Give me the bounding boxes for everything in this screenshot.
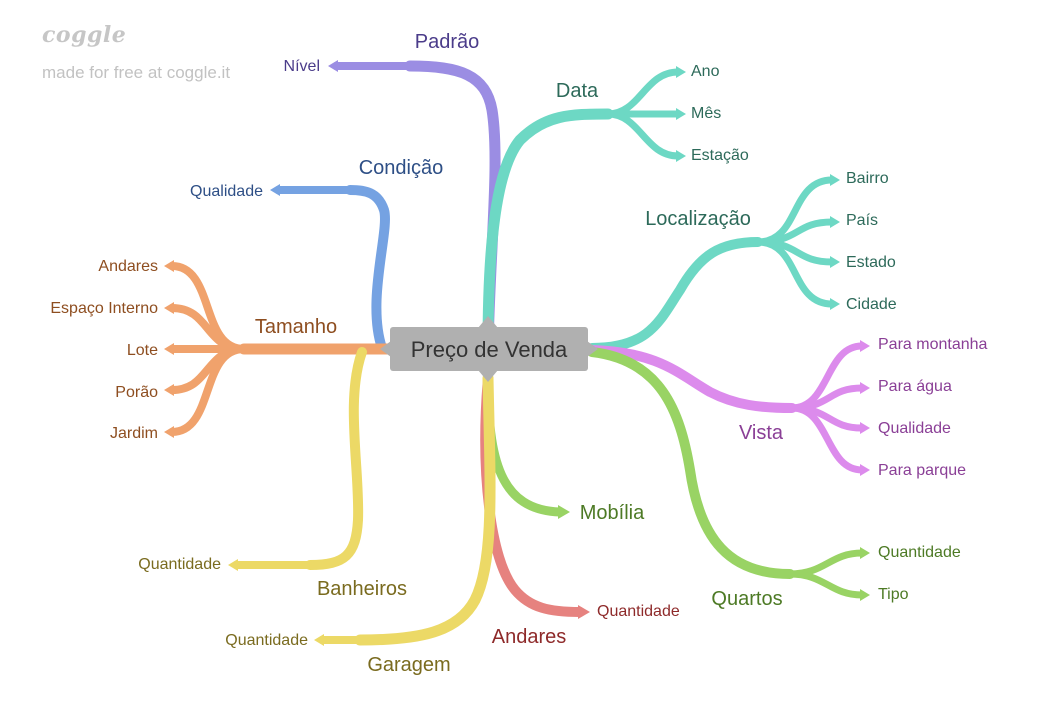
leaf-garagem-quantidade[interactable]: Quantidade: [225, 632, 308, 649]
leaf-vista-qualidade[interactable]: Qualidade: [878, 420, 951, 437]
branch-vista-label[interactable]: Vista: [739, 422, 784, 444]
branch-condicao-label[interactable]: Condição: [359, 157, 444, 179]
leaf-localizacao-pais[interactable]: País: [846, 212, 878, 229]
branch-tamanho-label[interactable]: Tamanho: [255, 316, 337, 338]
branch-padrao-lines: [332, 60, 501, 354]
leaf-tamanho-lote[interactable]: Lote: [127, 342, 158, 359]
branch-garagem-label[interactable]: Garagem: [367, 654, 450, 676]
coggle-tagline[interactable]: made for free at coggle.it: [42, 63, 231, 82]
leaf-vista-para-parque[interactable]: Para parque: [878, 462, 966, 479]
leaf-localizacao-estado[interactable]: Estado: [846, 254, 896, 271]
branch-mobilia-lines: [483, 373, 565, 517]
leaf-banheiros-quantidade[interactable]: Quantidade: [138, 556, 221, 573]
branch-andares-label[interactable]: Andares: [492, 626, 567, 648]
branch-padrao-label[interactable]: Padrão: [415, 31, 480, 53]
leaf-condicao-qualidade[interactable]: Qualidade: [190, 183, 263, 200]
branch-data-label[interactable]: Data: [556, 80, 599, 102]
leaf-data-ano[interactable]: Ano: [691, 63, 720, 80]
leaf-vista-para-montanha[interactable]: Para montanha: [878, 336, 988, 353]
leaf-quartos-tipo[interactable]: Tipo: [878, 586, 909, 603]
branch-data-lines: [482, 68, 682, 354]
branch-tamanho-lines: [168, 262, 394, 436]
branch-quartos-lines: [587, 347, 866, 599]
root-node[interactable]: Preço de Venda: [380, 316, 598, 382]
root-node-label: Preço de Venda: [411, 337, 568, 362]
branch-vista-lines: [587, 342, 866, 474]
branch-arrow-tips: [164, 60, 870, 646]
branch-localizacao-label[interactable]: Localização: [645, 208, 751, 230]
branch-banheiros-label[interactable]: Banheiros: [317, 578, 407, 600]
coggle-logo[interactable]: coggle: [42, 22, 127, 48]
leaf-tamanho-jardim[interactable]: Jardim: [110, 425, 158, 442]
branch-localizacao-lines: [587, 176, 836, 353]
leaf-localizacao-cidade[interactable]: Cidade: [846, 296, 897, 313]
leaf-tamanho-andares[interactable]: Andares: [98, 258, 158, 275]
leaf-vista-para-agua[interactable]: Para água: [878, 378, 952, 395]
leaf-data-mes[interactable]: Mês: [691, 105, 721, 122]
leaf-quartos-quantidade[interactable]: Quantidade: [878, 544, 961, 561]
branch-andares-lines: [480, 373, 585, 617]
leaf-andares-quantidade[interactable]: Quantidade: [597, 603, 680, 620]
branch-condicao-lines: [274, 185, 390, 353]
leaf-padrao-nivel[interactable]: Nível: [284, 58, 320, 75]
leaf-data-estacao[interactable]: Estação: [691, 147, 749, 164]
branch-banheiros-lines: [232, 347, 367, 570]
branch-garagem-lines: [318, 372, 496, 646]
leaf-tamanho-porao[interactable]: Porão: [115, 384, 158, 401]
leaf-tamanho-espaco-interno[interactable]: Espaço Interno: [50, 300, 158, 317]
leaf-localizacao-bairro[interactable]: Bairro: [846, 170, 889, 187]
branch-quartos-label[interactable]: Quartos: [711, 588, 782, 610]
branch-mobilia-label[interactable]: Mobília: [580, 502, 645, 524]
